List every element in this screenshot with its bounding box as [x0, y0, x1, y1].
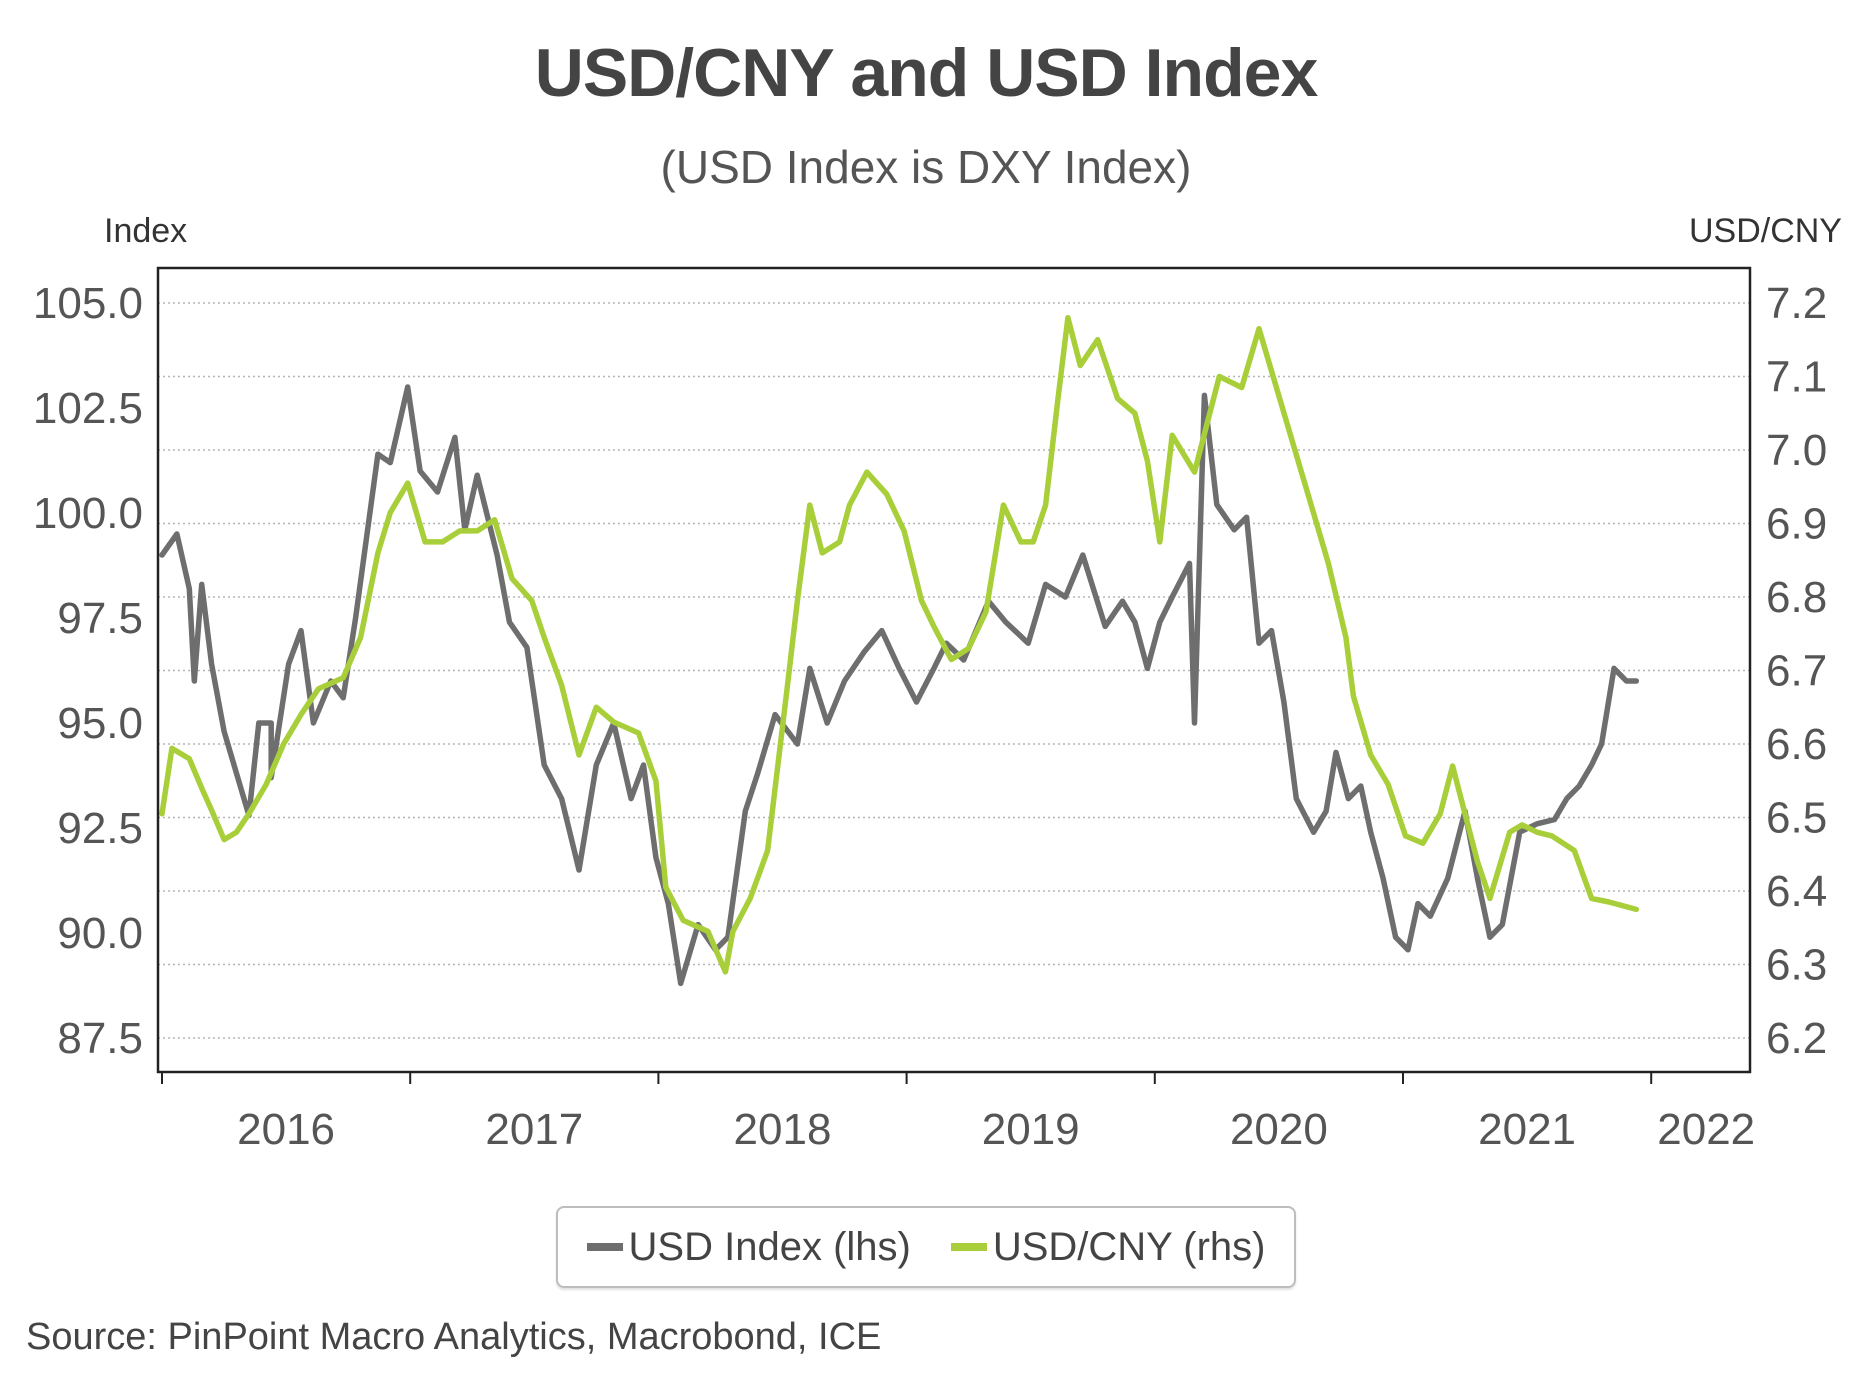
- usdcny-line: [159, 314, 1640, 975]
- chart-subtitle: (USD Index is DXY Index): [660, 141, 1192, 193]
- right-tick-label: 7.1: [1766, 353, 1827, 402]
- right-tick-label: 6.4: [1766, 867, 1827, 916]
- right-tick-label: 6.7: [1766, 647, 1827, 696]
- gridlines: [158, 302, 1750, 1039]
- left-axis-title: Index: [104, 212, 188, 250]
- right-tick-label: 6.8: [1766, 573, 1827, 622]
- left-tick-label: 97.5: [57, 594, 143, 643]
- left-tick-label: 102.5: [33, 384, 143, 433]
- x-tick-label: 2019: [982, 1105, 1080, 1154]
- chart-title: USD/CNY and USD Index: [534, 35, 1319, 111]
- right-tick-label: 6.6: [1766, 720, 1827, 769]
- right-tick-label: 6.5: [1766, 794, 1827, 843]
- right-axis-title: USD/CNY: [1688, 212, 1842, 250]
- left-tick-label: 95.0: [57, 699, 143, 748]
- x-tick-label: 2021: [1478, 1105, 1576, 1154]
- right-tick-label: 6.2: [1766, 1014, 1827, 1063]
- legend-swatch-gray-icon: [586, 1243, 623, 1251]
- x-tick-label: 2017: [485, 1105, 583, 1154]
- right-tick-label: 7.0: [1766, 426, 1827, 475]
- left-axis-ticks: 105.0 102.5 100.0 97.5 95.0 92.5 90.0 87.5: [33, 279, 143, 1063]
- legend-label: USD/CNY (rhs): [992, 1224, 1266, 1269]
- plot-area-border: [156, 266, 1752, 1074]
- left-tick-label: 90.0: [57, 909, 143, 958]
- right-tick-label: 6.3: [1766, 941, 1827, 990]
- x-tick-label: 2020: [1230, 1105, 1328, 1154]
- left-tick-label: 105.0: [33, 279, 143, 328]
- x-tick-label: 2016: [237, 1105, 335, 1154]
- legend-label: USD Index (lhs): [628, 1224, 911, 1269]
- right-axis-ticks: 7.2 7.1 7.0 6.9 6.8 6.7 6.6 6.5 6.4 6.3 6.2: [1766, 279, 1827, 1063]
- right-tick-label: 7.2: [1766, 279, 1827, 328]
- usd-index-line: [159, 384, 1640, 987]
- source-note: Source: PinPoint Macro Analytics, Macrob…: [26, 1316, 882, 1358]
- legend-item-usdcny: USD/CNY (rhs): [950, 1224, 1266, 1270]
- series-layer: [159, 314, 1640, 987]
- left-tick-label: 87.5: [57, 1014, 143, 1063]
- legend-item-usd-index: USD Index (lhs): [586, 1224, 911, 1270]
- x-tick-label: 2018: [734, 1105, 832, 1154]
- x-tick-label: 2022: [1657, 1105, 1755, 1154]
- left-tick-label: 92.5: [57, 804, 143, 853]
- legend-swatch-green-icon: [950, 1243, 987, 1251]
- x-axis-ticks: 2016 2017 2018 2019 2020 2021 2022: [161, 1072, 1755, 1154]
- right-tick-label: 6.9: [1766, 500, 1827, 549]
- left-tick-label: 100.0: [33, 489, 143, 538]
- legend: USD Index (lhs) USD/CNY (rhs): [556, 1206, 1296, 1288]
